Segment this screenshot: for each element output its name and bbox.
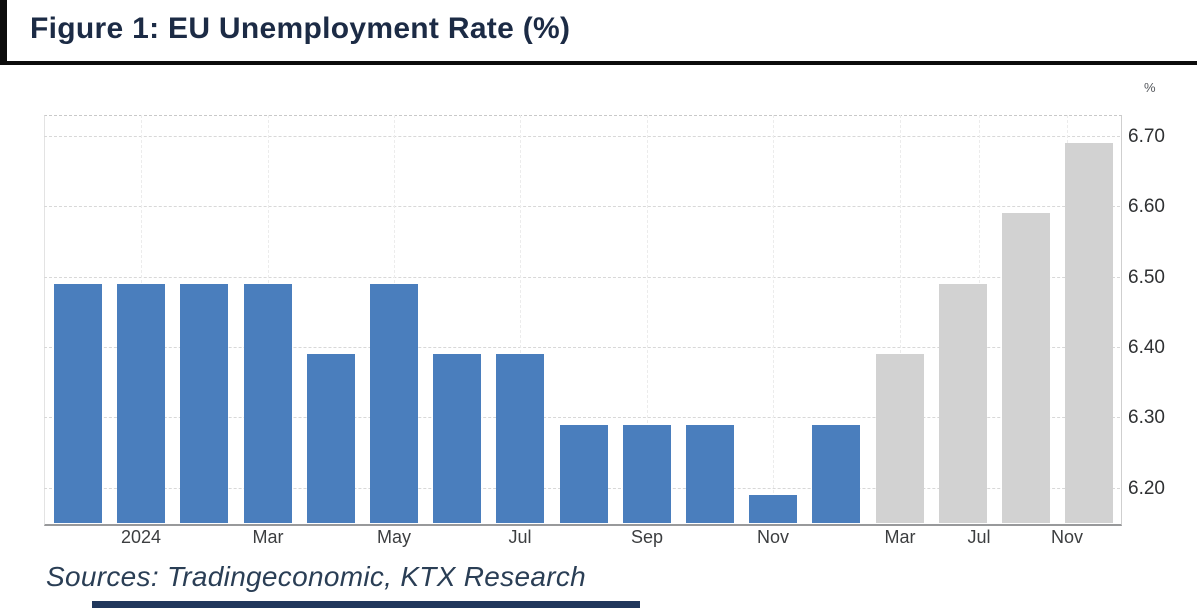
bar-actual-10 bbox=[623, 424, 671, 523]
x-axis-label: Mar bbox=[884, 527, 916, 547]
bar-actual-2 bbox=[117, 283, 165, 523]
gridline-vertical bbox=[773, 115, 774, 523]
sources-note: Sources: Tradingeconomic, KTX Research bbox=[46, 561, 586, 592]
figure-title: Figure 1: EU Unemployment Rate (%) bbox=[30, 12, 571, 45]
x-axis-label: Mar bbox=[252, 527, 284, 547]
bar-forecast-16 bbox=[1002, 213, 1050, 523]
bar-actual-1 bbox=[54, 283, 102, 523]
bar-actual-12 bbox=[749, 494, 797, 523]
y-axis-unit-label: % bbox=[1144, 80, 1156, 95]
y-axis-label: 6.60 bbox=[1128, 196, 1165, 218]
gridline-vertical bbox=[647, 115, 648, 523]
x-axis-label: Nov bbox=[1050, 527, 1083, 547]
y-axis-label: 6.20 bbox=[1128, 477, 1165, 499]
x-axis-label: May bbox=[376, 527, 411, 547]
bar-forecast-14 bbox=[876, 354, 924, 523]
bar-actual-9 bbox=[560, 424, 608, 523]
x-axis-label: 2024 bbox=[120, 527, 162, 547]
bar-actual-11 bbox=[686, 424, 734, 523]
x-axis-label: Jul bbox=[508, 527, 532, 547]
x-axis-label: Jul bbox=[967, 527, 991, 547]
y-axis-label: 6.30 bbox=[1128, 407, 1165, 429]
y-axis-label: 6.50 bbox=[1128, 266, 1165, 288]
bar-actual-13 bbox=[812, 424, 860, 523]
title-divider bbox=[7, 61, 1197, 65]
y-axis-label: 6.70 bbox=[1128, 126, 1165, 148]
bottom-accent-bar bbox=[92, 601, 640, 608]
bar-actual-6 bbox=[370, 283, 418, 523]
bar-actual-5 bbox=[307, 354, 355, 523]
gridline-horizontal bbox=[44, 136, 1120, 138]
gridline-horizontal bbox=[44, 417, 1120, 419]
gridline-horizontal bbox=[44, 347, 1120, 349]
bar-forecast-15 bbox=[939, 283, 987, 523]
gridline-vertical bbox=[900, 115, 901, 523]
bar-actual-7 bbox=[433, 354, 481, 523]
bar-actual-8 bbox=[496, 354, 544, 523]
bar-actual-3 bbox=[180, 283, 228, 523]
x-axis-label: Nov bbox=[756, 527, 789, 547]
title-left-edge-mark bbox=[0, 0, 7, 65]
x-axis-label: Sep bbox=[630, 527, 664, 547]
bar-actual-4 bbox=[244, 283, 292, 523]
y-axis-label: 6.40 bbox=[1128, 337, 1165, 359]
gridline-horizontal bbox=[44, 206, 1120, 208]
gridline-horizontal bbox=[44, 276, 1120, 278]
gridline-vertical bbox=[520, 115, 521, 523]
bar-forecast-17 bbox=[1065, 143, 1113, 523]
